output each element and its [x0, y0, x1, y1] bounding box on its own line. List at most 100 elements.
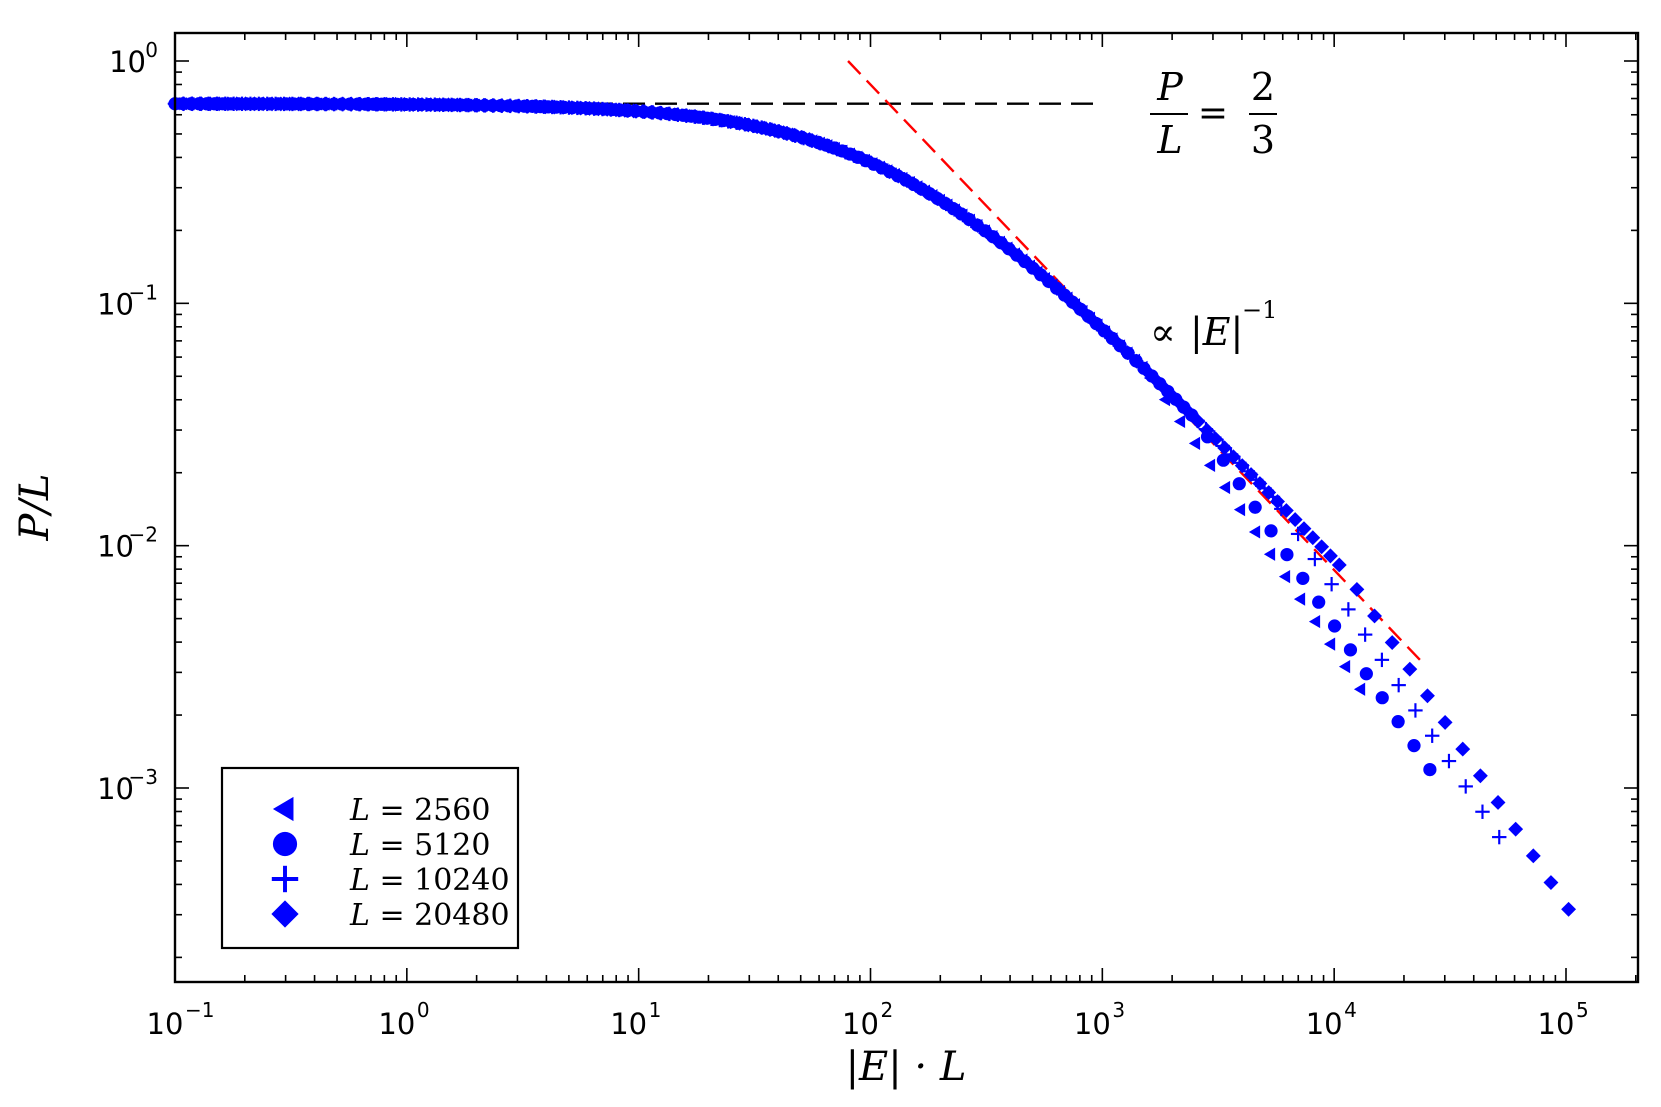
data-point — [1367, 608, 1382, 624]
data-point — [458, 97, 474, 113]
data-point — [1312, 595, 1326, 609]
data-point — [890, 168, 906, 184]
x-tick-label: 10 — [1538, 1007, 1575, 1041]
data-point — [1199, 422, 1215, 438]
data-point — [635, 104, 650, 120]
data-point — [1031, 266, 1047, 281]
data-point — [952, 205, 968, 221]
data-point — [317, 96, 333, 112]
data-point — [970, 217, 986, 233]
legend-label-3: L = 20480 — [349, 898, 510, 933]
data-point — [864, 155, 880, 171]
data-point — [520, 98, 536, 114]
x-tick-label: 10 — [1306, 1007, 1343, 1041]
x-tick-label: 10 — [610, 1007, 647, 1041]
data-point — [1441, 753, 1457, 769]
data-point — [546, 99, 562, 115]
data-point — [811, 135, 827, 151]
data-point — [1234, 458, 1250, 474]
data-point — [1305, 530, 1321, 546]
data-point — [1280, 547, 1294, 562]
data-point — [582, 100, 597, 116]
data-point — [405, 97, 421, 112]
x-tick-exponent: 3 — [1112, 998, 1125, 1022]
data-point — [432, 97, 448, 113]
data-point — [1278, 503, 1294, 518]
data-point — [1338, 660, 1351, 674]
data-point — [917, 183, 933, 199]
x-tick-label: 10 — [1074, 1007, 1111, 1041]
data-point — [1308, 614, 1321, 629]
data-point — [538, 99, 553, 115]
data-point — [599, 101, 615, 117]
data-point — [1155, 379, 1171, 395]
data-point — [802, 132, 818, 148]
legend-marker-2 — [271, 865, 299, 893]
y-axis-title: P/L — [12, 474, 58, 542]
data-point — [1146, 370, 1162, 386]
data-point — [732, 115, 747, 131]
data-point — [926, 188, 941, 204]
data-point — [608, 102, 624, 118]
data-point — [379, 96, 395, 112]
data-point — [1384, 635, 1400, 650]
data-point — [1287, 512, 1303, 528]
data-point — [1296, 571, 1310, 585]
data-point — [414, 97, 430, 113]
data-point — [564, 100, 580, 116]
data-point — [1525, 848, 1541, 864]
data-point — [793, 129, 809, 145]
data-point — [1543, 875, 1559, 890]
data-point — [493, 98, 509, 114]
data-point — [1458, 779, 1473, 794]
data-point — [440, 97, 456, 113]
data-point — [1455, 741, 1471, 757]
data-point — [264, 96, 280, 112]
data-point — [343, 96, 359, 112]
data-point — [1248, 525, 1261, 539]
data-point — [1203, 458, 1216, 472]
data-point — [661, 106, 677, 122]
data-point — [194, 96, 209, 112]
data-point — [1248, 500, 1262, 514]
data-point — [246, 96, 262, 112]
data-point — [1111, 336, 1127, 352]
data-point — [820, 138, 836, 154]
data-point — [1420, 688, 1435, 704]
data-point — [1084, 312, 1100, 328]
data-point — [1307, 551, 1323, 567]
data-point — [388, 96, 403, 112]
data-point — [837, 144, 853, 160]
annotation-energy: |E| — [1190, 310, 1243, 354]
data-point — [908, 178, 924, 194]
data-point — [1058, 288, 1074, 304]
data-point — [1391, 677, 1406, 693]
data-point — [1233, 503, 1246, 517]
data-point — [829, 141, 844, 157]
data-point — [784, 127, 800, 143]
y-tick-exponent: −1 — [129, 280, 158, 304]
y-tick-label: 10 — [97, 530, 134, 564]
x-tick-exponent: 2 — [881, 998, 894, 1022]
data-point — [881, 164, 897, 180]
y-tick-label: 10 — [109, 45, 146, 79]
data-point — [1424, 728, 1440, 743]
data-point — [1402, 661, 1418, 677]
annotation-numerator: P — [1156, 65, 1184, 109]
data-point — [943, 199, 959, 215]
data-point — [326, 96, 342, 112]
data-point — [1359, 667, 1373, 681]
data-point — [714, 112, 730, 128]
data-point — [767, 123, 783, 138]
data-point — [1293, 592, 1306, 606]
data-point — [423, 97, 439, 113]
x-tick-exponent: 4 — [1344, 998, 1357, 1022]
data-point — [485, 98, 500, 113]
data-points — [167, 96, 1577, 917]
data-point — [934, 194, 950, 210]
data-point — [1374, 652, 1390, 668]
data-point — [873, 159, 889, 175]
x-tick-label: 10 — [378, 1007, 415, 1041]
